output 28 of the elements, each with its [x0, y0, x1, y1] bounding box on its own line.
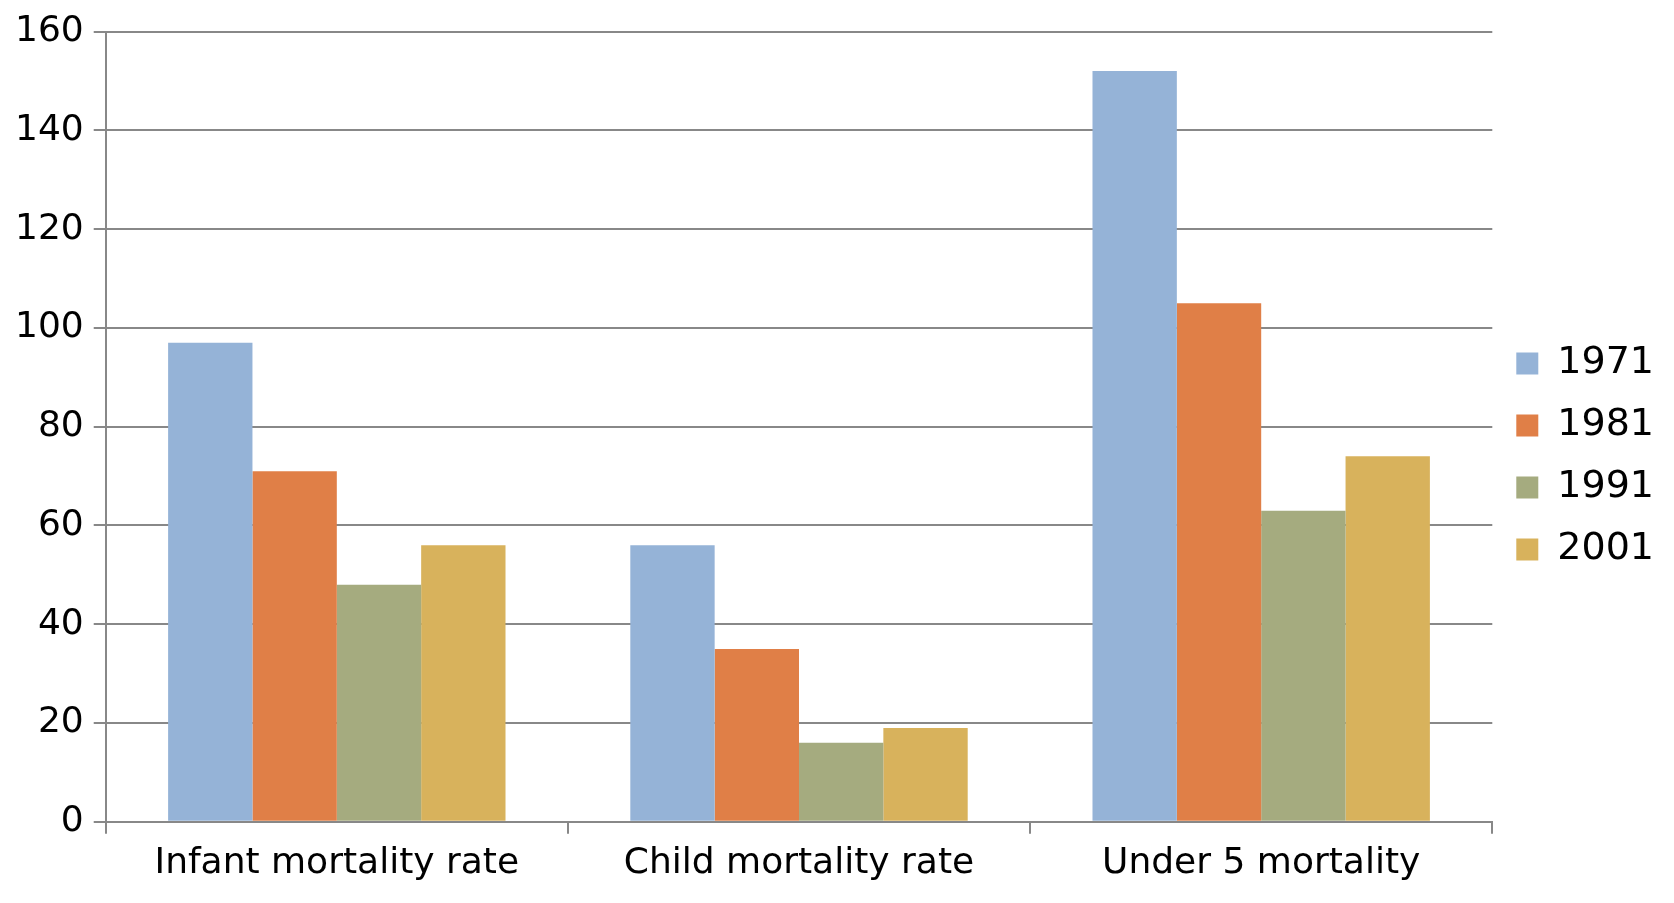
x-tick-label: Under 5 mortality: [1102, 839, 1421, 881]
legend-label: 2001: [1557, 524, 1655, 569]
y-tick-label: 80: [37, 403, 84, 445]
y-tick-label: 0: [60, 798, 84, 840]
bar: [1345, 456, 1430, 821]
x-tick-label: Child mortality rate: [623, 839, 975, 881]
bar: [1176, 303, 1262, 821]
y-tick-label: 100: [14, 304, 84, 346]
y-tick-label: 40: [37, 600, 84, 642]
bar: [252, 471, 337, 821]
bar: [883, 727, 968, 821]
legend-label: 1991: [1557, 462, 1655, 507]
bar: [799, 742, 884, 821]
legend-label: 1981: [1557, 400, 1655, 445]
y-tick-label: 20: [37, 699, 84, 741]
y-tick-label: 160: [14, 7, 84, 49]
bar: [1092, 71, 1177, 821]
bar: [630, 545, 715, 821]
bar: [421, 545, 506, 821]
legend-label: 1971: [1557, 338, 1655, 383]
bar: [336, 584, 422, 821]
y-tick-label: 60: [37, 501, 84, 543]
bar: [714, 648, 799, 821]
x-tick-label: Infant mortality rate: [154, 839, 520, 881]
y-tick-label: 120: [14, 205, 84, 247]
bar: [1261, 510, 1346, 821]
y-tick-label: 140: [14, 106, 84, 148]
bar: [168, 342, 253, 821]
